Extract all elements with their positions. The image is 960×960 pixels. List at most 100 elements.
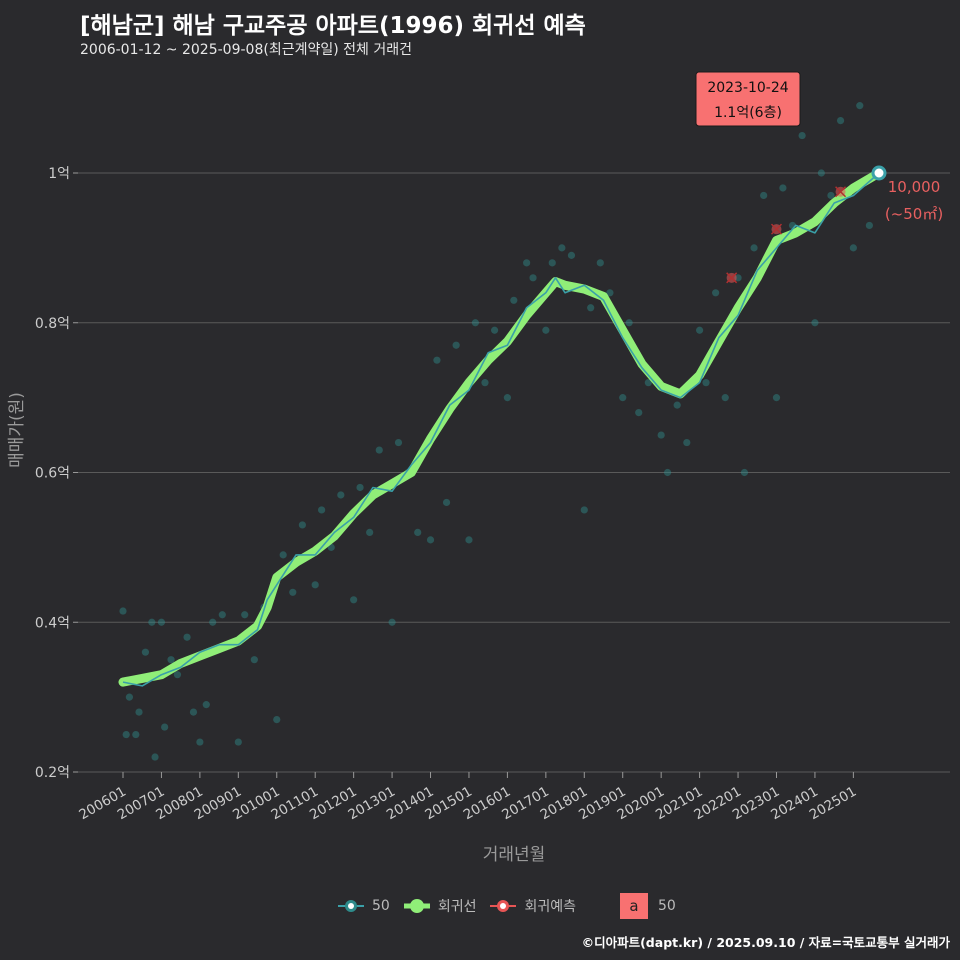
scatter-point [740,468,749,477]
scatter-point [356,483,364,492]
scatter-point [433,356,441,364]
scatter-point [151,753,159,761]
legend-label-prediction: 회귀예측 [524,899,576,915]
scatter-point [241,611,249,619]
legend-box-label: 50 [658,898,676,914]
scatter-point [366,528,374,537]
scatter-point [490,326,499,334]
scatter-point [596,259,604,267]
footer-credit: ©디아파트(dapt.kr) / 2025.09.10 / 자료=국토교통부 실… [581,935,950,950]
scatter-point [635,409,643,417]
scatter-point [132,730,140,739]
scatter-point [856,102,864,110]
x-axis-label: 거래년월 [483,845,546,865]
scatter-point [119,607,127,615]
page-subtitle: 2006-01-12 ~ 2025-09-08(최근계약일) 전체 거래건 [80,42,412,58]
scatter-point [196,738,204,746]
y-tick-label: 0.8억 [35,316,70,332]
scatter-point [827,191,835,200]
scatter-point [779,184,787,192]
y-tick-label: 0.6억 [35,466,70,482]
scatter-point [148,618,156,626]
scatter-point [625,319,633,327]
scatter-point [465,536,473,544]
legend-key-50-icon [338,900,364,912]
prediction-cross [726,272,738,284]
scatter-point [279,551,287,559]
prediction-cross [835,186,847,198]
scatter-point [167,656,175,664]
scatter-point [394,438,403,447]
scatter-point [510,296,518,304]
scatter-point [173,671,182,679]
chart-legend: 50 회귀선 회귀예측 a 50 [338,893,676,919]
scatter-point [311,581,319,589]
scatter-point [542,326,550,334]
scatter-point [209,618,217,626]
scatter-point [606,289,614,297]
scatter-point [388,618,396,626]
scatter-point [798,131,806,140]
scatter-point [811,319,819,327]
scatter-point [442,498,451,507]
y-tick-label: 1억 [48,166,70,182]
latest-area-label: (~50㎡) [885,205,943,223]
scatter-point [619,394,627,402]
scatter-point [663,468,672,477]
regression-line [118,168,884,687]
latest-price-label: 10,000 [888,178,941,196]
y-axis-label: 매매가(원) [7,392,27,468]
legend-item-prediction: 회귀예측 [490,896,576,916]
scatter-point [696,326,704,334]
tooltip-date: 2023-10-24 [707,80,788,96]
scatter-point [750,244,758,252]
scatter-point [849,244,857,252]
prediction-cross [770,223,783,235]
scatter-point [683,438,691,447]
scatter-point [375,446,383,454]
legend-key-prediction-icon [490,900,517,912]
scatter-point [218,611,226,619]
legend-label-50: 50 [372,898,390,914]
scatter-point [250,656,258,664]
scatter-point [161,723,169,731]
scatter-point [523,259,531,267]
scatter-point [712,289,720,297]
scatter-point [817,169,825,177]
scatter-point [529,274,537,282]
scatter-point [452,341,460,349]
scatter-point [587,304,595,312]
scatter-point [865,221,873,230]
scatter-point [503,394,512,402]
scatter-point [772,394,781,402]
scatter-point [836,116,845,125]
scatter-point [337,491,345,499]
scatter-point [289,588,297,596]
legend-label-regression: 회귀선 [437,899,477,915]
scatter-point [567,251,576,259]
legend-item-50: 50 [338,896,390,916]
tooltip-price: 1.1억(6층) [714,105,782,121]
legend-key-regression-icon [403,899,430,913]
scatter-point [298,521,306,529]
scatter-point [673,401,681,409]
scatter-point [350,596,358,604]
scatter-point [125,693,134,701]
latest-point-marker [871,165,887,181]
y-tick-label: 0.2억 [35,765,70,781]
scatter-point [644,379,652,387]
scatter-point [141,648,150,656]
scatter-point [657,431,665,439]
scatter-point [481,379,489,387]
scatter-point [548,259,556,267]
legend-box-letter: a [620,893,648,919]
scatter-point [157,618,166,626]
scatter-point [721,394,729,402]
page-title: [해남군] 해남 구교주공 아파트(1996) 회귀선 예측 [80,13,586,39]
scatter-point [234,738,242,746]
scatter-point [273,715,281,724]
scatter-point [471,319,479,327]
y-tick-label: 0.4억 [35,615,70,631]
scatter-point [414,528,422,537]
